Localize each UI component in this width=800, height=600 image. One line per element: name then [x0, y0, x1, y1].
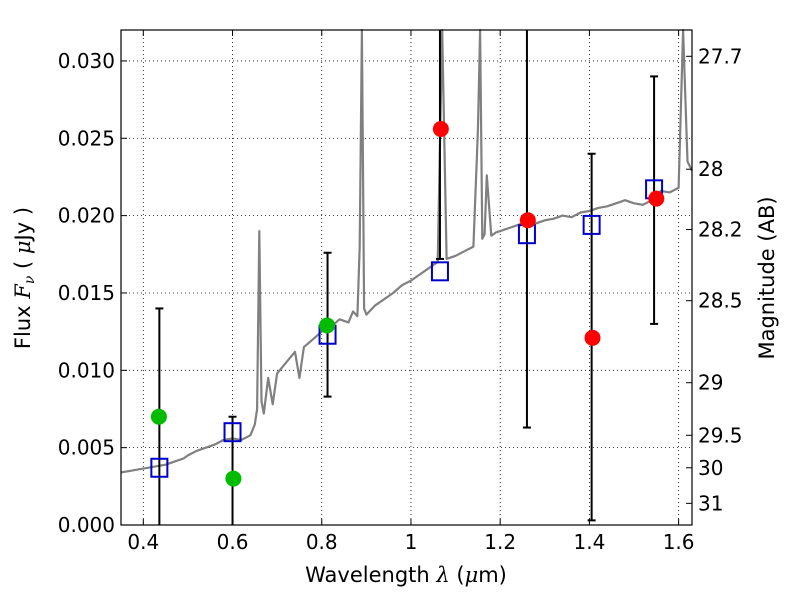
x-tick-label: 0.8 [306, 530, 338, 554]
y2-tick-label: 29 [698, 371, 723, 395]
y2-tick-label: 31 [698, 491, 723, 515]
green-observed-point [150, 408, 167, 425]
y2-tick-label: 27.7 [698, 44, 743, 68]
red-observed-point [648, 190, 665, 207]
observed-points-layer [150, 121, 665, 487]
red-observed-point [519, 212, 536, 229]
y-tick-label: 0.025 [58, 126, 115, 150]
x-tick-label: 1 [405, 530, 418, 554]
y2-tick-label: 28 [698, 157, 723, 181]
red-observed-point [432, 121, 449, 137]
ticks: 0.4 0.6 0.8 1 1.2 1.4 1.6 0.000 0.005 0.010 0.015 0… [58, 30, 743, 554]
grid [121, 30, 692, 526]
y2-tick-label: 30 [698, 456, 723, 480]
spectrum-layer [120, 28, 693, 474]
model-photometry-square [223, 422, 242, 443]
x-tick-label: 0.6 [217, 530, 249, 554]
errorbar-layer [155, 30, 659, 525]
y-tick-label: 0.005 [58, 436, 115, 460]
y-tick-label: 0.015 [58, 281, 115, 305]
red-observed-point [584, 329, 601, 346]
y2-tick-label: 28.2 [698, 218, 743, 242]
y-tick-label: 0.030 [58, 49, 115, 73]
model-photometry-square [582, 214, 601, 235]
green-observed-point [225, 470, 242, 487]
y-axis-label: Flux Fν ( μJy ) [11, 207, 38, 349]
x-tick-label: 1.2 [484, 530, 516, 554]
y2-tick-label: 29.5 [698, 423, 743, 447]
y-tick-label: 0.020 [58, 204, 115, 228]
model-photometry-layer [150, 179, 664, 478]
y2-tick-label: 28.5 [698, 289, 743, 313]
model-photometry-square [150, 457, 169, 478]
spectrum-line [120, 28, 693, 474]
model-photometry-square [430, 261, 449, 282]
x-tick-label: 0.4 [127, 530, 159, 554]
x-tick-label: 1.4 [573, 530, 605, 554]
y-tick-label: 0.000 [58, 513, 115, 537]
green-observed-point [319, 317, 336, 334]
plot-frame [120, 29, 693, 526]
y-tick-label: 0.010 [58, 358, 115, 382]
x-axis-label: Wavelength λ (μm) [305, 563, 507, 587]
x-tick-label: 1.6 [663, 530, 695, 554]
y2-axis-label: Magnitude (AB) [755, 196, 779, 359]
